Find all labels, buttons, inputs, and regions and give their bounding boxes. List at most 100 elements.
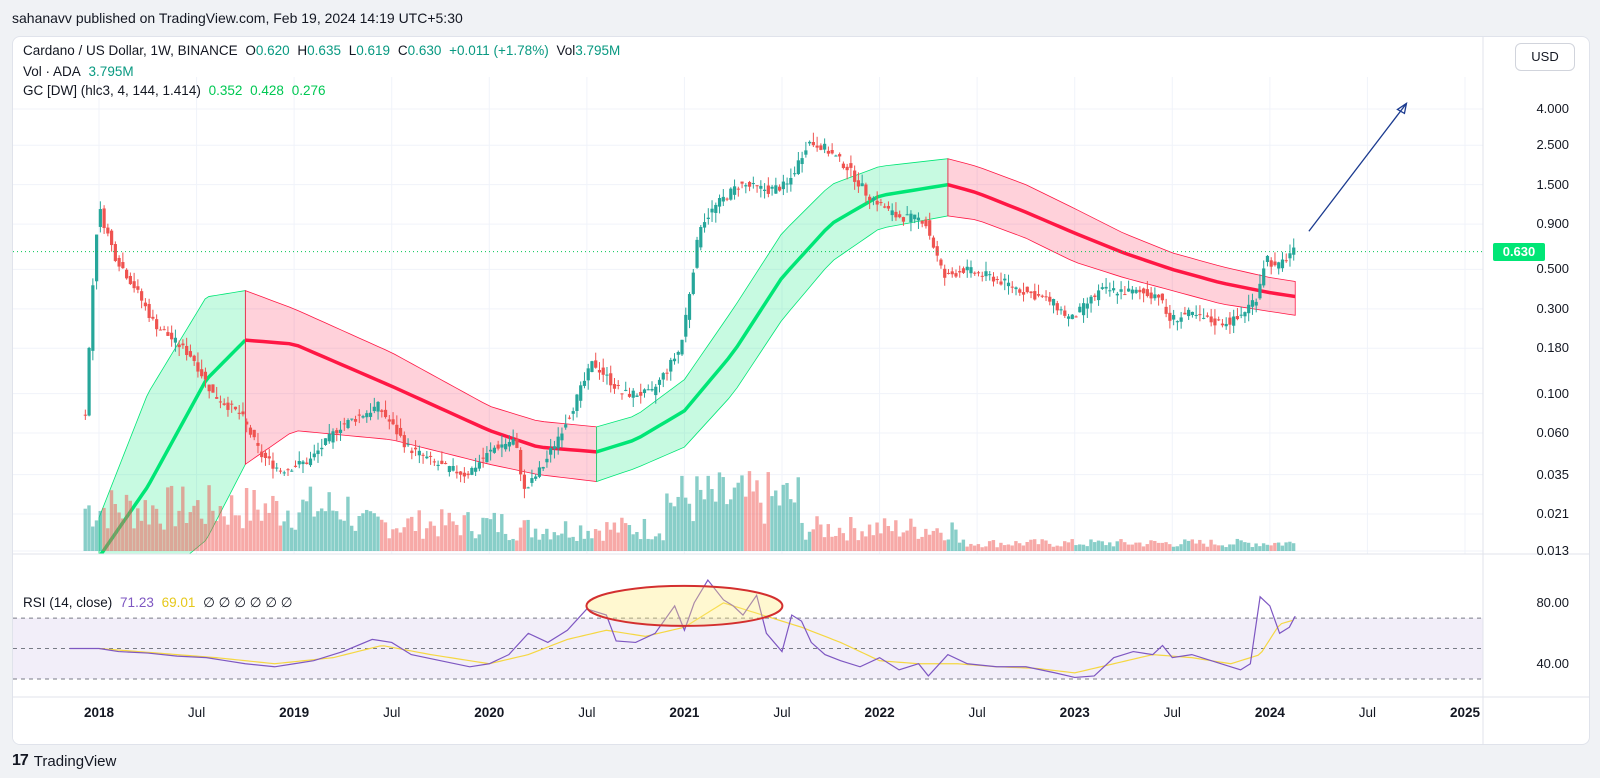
volume-bar [522,520,527,551]
volume-bar [1111,546,1116,551]
candle-body [800,158,804,165]
candle-body [635,395,639,397]
candle-body [1055,303,1059,311]
currency-button[interactable]: USD [1515,43,1575,71]
volume-bar [942,540,947,551]
candle-body [1010,286,1014,288]
candle-body [410,450,414,454]
volume-bar [259,520,264,551]
candle-body [136,286,140,290]
volume-bar [800,522,804,551]
candle-body [586,368,590,381]
candle-body [91,285,95,351]
volume-bar [1119,539,1123,551]
candle-body [1179,317,1183,322]
candle-body [826,150,830,154]
candle-body [1217,319,1221,321]
price-tick-label: 0.900 [1536,216,1569,232]
volume-bar [1168,544,1172,551]
candle-body [252,429,256,438]
time-tick-label: Jul [187,705,206,720]
volume-bar [428,521,433,551]
volume-bar [1216,545,1221,551]
time-tick-label: 2021 [669,705,700,720]
volume-bar [1141,546,1146,551]
high-value: 0.635 [307,43,341,58]
candle-body [1074,316,1078,318]
chart-frame[interactable]: Cardano / US Dollar, 1W, BINANCE O0.620 … [12,36,1590,745]
candle-body [489,449,493,452]
candle-body [785,183,789,185]
candle-body [744,185,748,187]
volume-bar [1044,540,1048,551]
candle-body [233,406,238,410]
symbol-title[interactable]: Cardano / US Dollar, 1W, BINANCE [23,43,238,58]
candle-body [485,453,489,463]
candle-body [1280,259,1285,269]
volume-bar [214,520,219,551]
tradingview-logo[interactable]: 17 TradingView [12,752,116,770]
candle-body [368,412,373,417]
volume-bar [248,520,253,551]
candle-body [110,230,114,246]
candle-body [1157,294,1161,298]
volume-bar [672,506,677,551]
candle-body [995,279,999,281]
volume-bar [1160,542,1164,551]
time-tick-label: 2022 [864,705,895,720]
candle-body [1153,294,1157,299]
volume-bar [301,499,305,551]
candle-body [507,441,512,447]
candle-body [1063,310,1067,316]
candle-body [207,384,211,392]
volume-bar [196,500,200,551]
candle-body [361,416,365,418]
candle-body [125,269,129,279]
chart-canvas[interactable] [13,37,1589,744]
volume-bar [575,540,579,551]
volume-bar [1059,546,1063,551]
candle-body [695,239,699,268]
volume-bar [578,525,583,551]
candle-body [455,471,459,474]
volume-bar [1239,540,1243,551]
volume-bar [1254,543,1258,551]
candle-body [200,369,204,377]
volume-bar [999,542,1003,551]
candle-body [290,470,294,472]
volume-bar [920,536,924,551]
candle-body [275,467,279,469]
candle-body [406,444,410,446]
volume-bar [548,539,553,551]
candle-body [245,421,249,425]
candle-body [1254,301,1258,306]
volume-bar [402,527,406,551]
gc-indicator-label[interactable]: GC [DW] (hlc3, 4, 144, 1.414) [23,83,201,98]
volume-bar [252,490,256,551]
volume-bar [488,519,493,551]
volume-bar [1032,539,1037,551]
time-tick-label: Jul [1163,705,1181,720]
legend-volume: Vol · ADA 3.795M [23,64,138,79]
volume-bar [237,515,241,551]
low-label: L [348,43,357,58]
price-tick-label: 0.060 [1536,425,1569,440]
candle-body [770,186,774,189]
volume-bar [1014,541,1018,551]
volume-bar [372,513,376,551]
candle-body [796,160,800,175]
volume-bar [1198,539,1202,551]
volume-bar [312,516,316,551]
candle-body [1130,289,1134,294]
candle-body [226,402,230,410]
volume-bar [1047,543,1052,551]
vol-indicator-label[interactable]: Vol · ADA [23,64,81,79]
candle-body [466,473,470,476]
candle-body [117,257,121,267]
rsi-indicator-label[interactable]: RSI (14, close) [23,595,113,610]
volume-bar [380,519,384,551]
time-tick-label: 2018 [83,705,115,720]
candle-body [1085,303,1089,309]
candle-body [1164,306,1168,314]
candle-body [312,453,316,458]
